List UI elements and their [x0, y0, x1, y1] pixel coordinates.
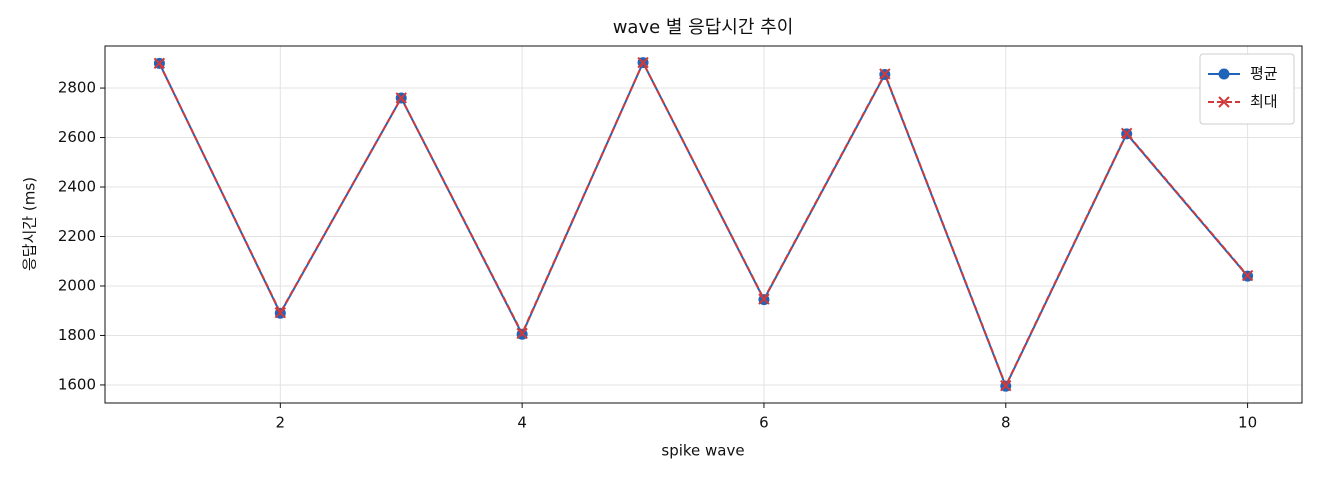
plot-frame: [104, 45, 1303, 404]
x-axis-label: spike wave: [661, 442, 744, 460]
x-tick-label: 6: [759, 414, 769, 432]
y-tick-label: 2000: [58, 276, 96, 294]
marker: [1120, 127, 1133, 140]
legend-label: 평균: [1250, 65, 1278, 83]
marker: [758, 293, 770, 305]
series-line: [158, 60, 1249, 389]
marker: [637, 56, 649, 69]
marker: [153, 57, 166, 70]
marker: [1241, 269, 1254, 282]
y-tick-label: 1600: [58, 375, 96, 393]
y-axis-label: 응답시간 (ms): [21, 177, 39, 271]
marker: [516, 327, 528, 340]
marker: [879, 68, 891, 80]
y-tick-label: 2600: [58, 128, 96, 146]
chart-title: wave 별 응답시간 추이: [613, 17, 794, 38]
y-tick-label: 2200: [58, 227, 96, 245]
marker: [274, 306, 287, 319]
series-line: [158, 60, 1249, 389]
x-tick-label: 10: [1238, 414, 1257, 432]
x-tick-label: 8: [1001, 414, 1011, 432]
y-tick-label: 2800: [58, 79, 96, 97]
y-tick-label: 1800: [58, 326, 96, 344]
x-tick-label: 4: [517, 414, 527, 432]
legend-label: 최대: [1250, 93, 1278, 111]
legend-box: [1199, 53, 1295, 125]
marker: [1218, 96, 1230, 108]
x-tick-label: 2: [276, 414, 286, 432]
marker: [1218, 68, 1230, 80]
marker: [1000, 379, 1012, 392]
marker: [395, 92, 407, 104]
y-tick-label: 2400: [58, 178, 96, 196]
